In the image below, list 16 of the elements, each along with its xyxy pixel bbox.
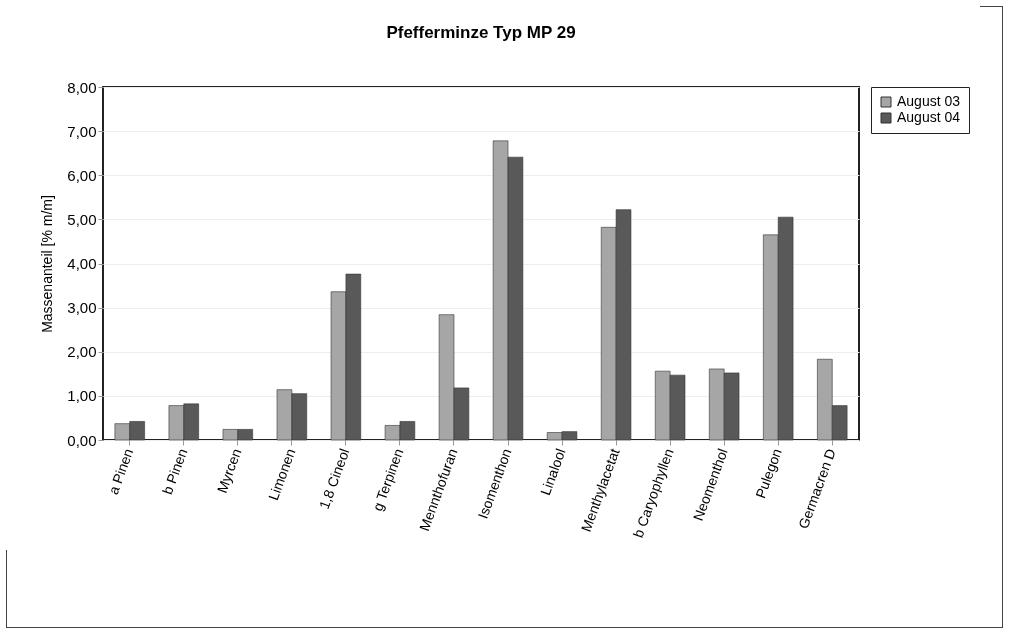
y-tick-label: 7,00 — [67, 122, 97, 140]
y-tick-label: 6,00 — [67, 166, 97, 184]
x-tick-label: 1,8 Cineol — [315, 446, 353, 512]
legend-label: August 03 — [897, 93, 961, 109]
y-tick-label: 0,00 — [67, 431, 97, 449]
chart-title: Pfefferminze Typ MP 29 — [386, 23, 576, 42]
y-tick-label: 1,00 — [67, 387, 97, 405]
y-tick-label: 4,00 — [67, 255, 97, 272]
legend-label: August 04 — [897, 109, 961, 125]
y-tick-label: 8,00 — [67, 78, 97, 96]
x-tick-label: a Pinen — [105, 446, 137, 497]
x-tick-label: b Pinen — [159, 446, 191, 497]
y-axis-title: Massenanteil [% m/m] — [39, 195, 56, 333]
y-tick-label: 2,00 — [67, 343, 97, 361]
y-tick-label: 3,00 — [67, 299, 97, 317]
y-tick-label: 5,00 — [67, 210, 97, 228]
